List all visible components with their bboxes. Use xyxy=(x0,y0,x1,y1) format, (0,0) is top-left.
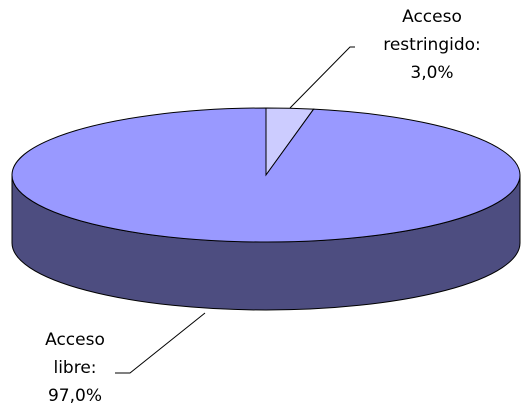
leader-line xyxy=(115,312,206,374)
value-label: 97,0% xyxy=(48,386,102,406)
slice-label: Acceso restringido: xyxy=(383,7,481,55)
leader-line xyxy=(289,46,355,109)
value-label: 3,0% xyxy=(410,63,453,83)
slice-label: Acceso libre: xyxy=(45,330,105,378)
slice xyxy=(11,107,521,243)
